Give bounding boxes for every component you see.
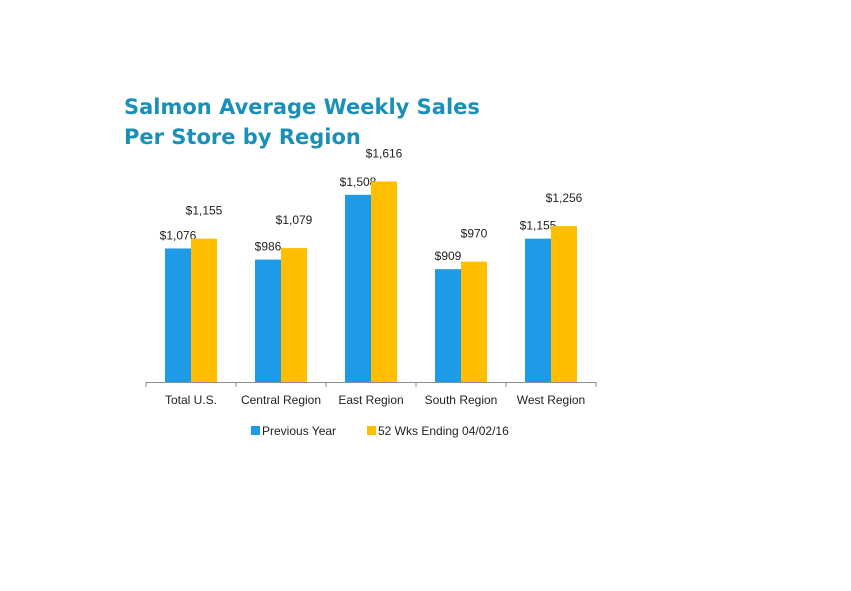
x-tick-label-2: East Region — [338, 393, 403, 407]
data-label-current-2: $1,616 — [366, 146, 403, 160]
data-label-current-0: $1,155 — [186, 204, 223, 218]
data-label-previous-year-2: $1,508 — [340, 175, 377, 189]
plot-area: $1,076 $986 $1,508 $909 $1,155 $1,155 $1,079 $1… — [145, 146, 597, 407]
data-label-previous-year-0: $1,076 — [160, 228, 197, 242]
bar-previous-year-3 — [435, 269, 461, 382]
bar-current-4 — [551, 226, 577, 382]
x-tick-label-3: South Region — [425, 393, 498, 407]
legend-label-1: 52 Wks Ending 04/02/16 — [378, 424, 509, 438]
legend-label-0: Previous Year — [262, 424, 336, 438]
legend-swatch-0 — [251, 426, 260, 435]
legend: Previous Year 52 Wks Ending 04/02/16 — [251, 424, 509, 438]
bar-previous-year-0 — [165, 248, 191, 382]
bar-previous-year-1 — [255, 259, 281, 382]
data-label-current-3: $970 — [461, 227, 488, 241]
data-label-previous-year-4: $1,155 — [520, 219, 557, 233]
chart-title-line-1: Salmon Average Weekly Sales — [124, 95, 480, 119]
data-label-previous-year-3: $909 — [435, 249, 462, 263]
x-tick-label-1: Central Region — [241, 393, 321, 407]
chart-title-line-2: Per Store by Region — [124, 125, 361, 149]
bar-current-0 — [191, 238, 217, 382]
bar-previous-year-2 — [345, 194, 371, 382]
x-tick-label-4: West Region — [517, 393, 585, 407]
bar-previous-year-4 — [525, 238, 551, 382]
x-tick-label-0: Total U.S. — [165, 393, 217, 407]
legend-swatch-1 — [367, 426, 376, 435]
data-label-current-1: $1,079 — [276, 213, 313, 227]
data-label-current-4: $1,256 — [546, 191, 583, 205]
chart-title: Salmon Average Weekly Sales Per Store by… — [124, 92, 480, 152]
data-label-previous-year-1: $986 — [255, 240, 282, 254]
bar-current-1 — [281, 248, 307, 382]
bar-current-2 — [371, 181, 397, 382]
bar-current-3 — [461, 261, 487, 382]
